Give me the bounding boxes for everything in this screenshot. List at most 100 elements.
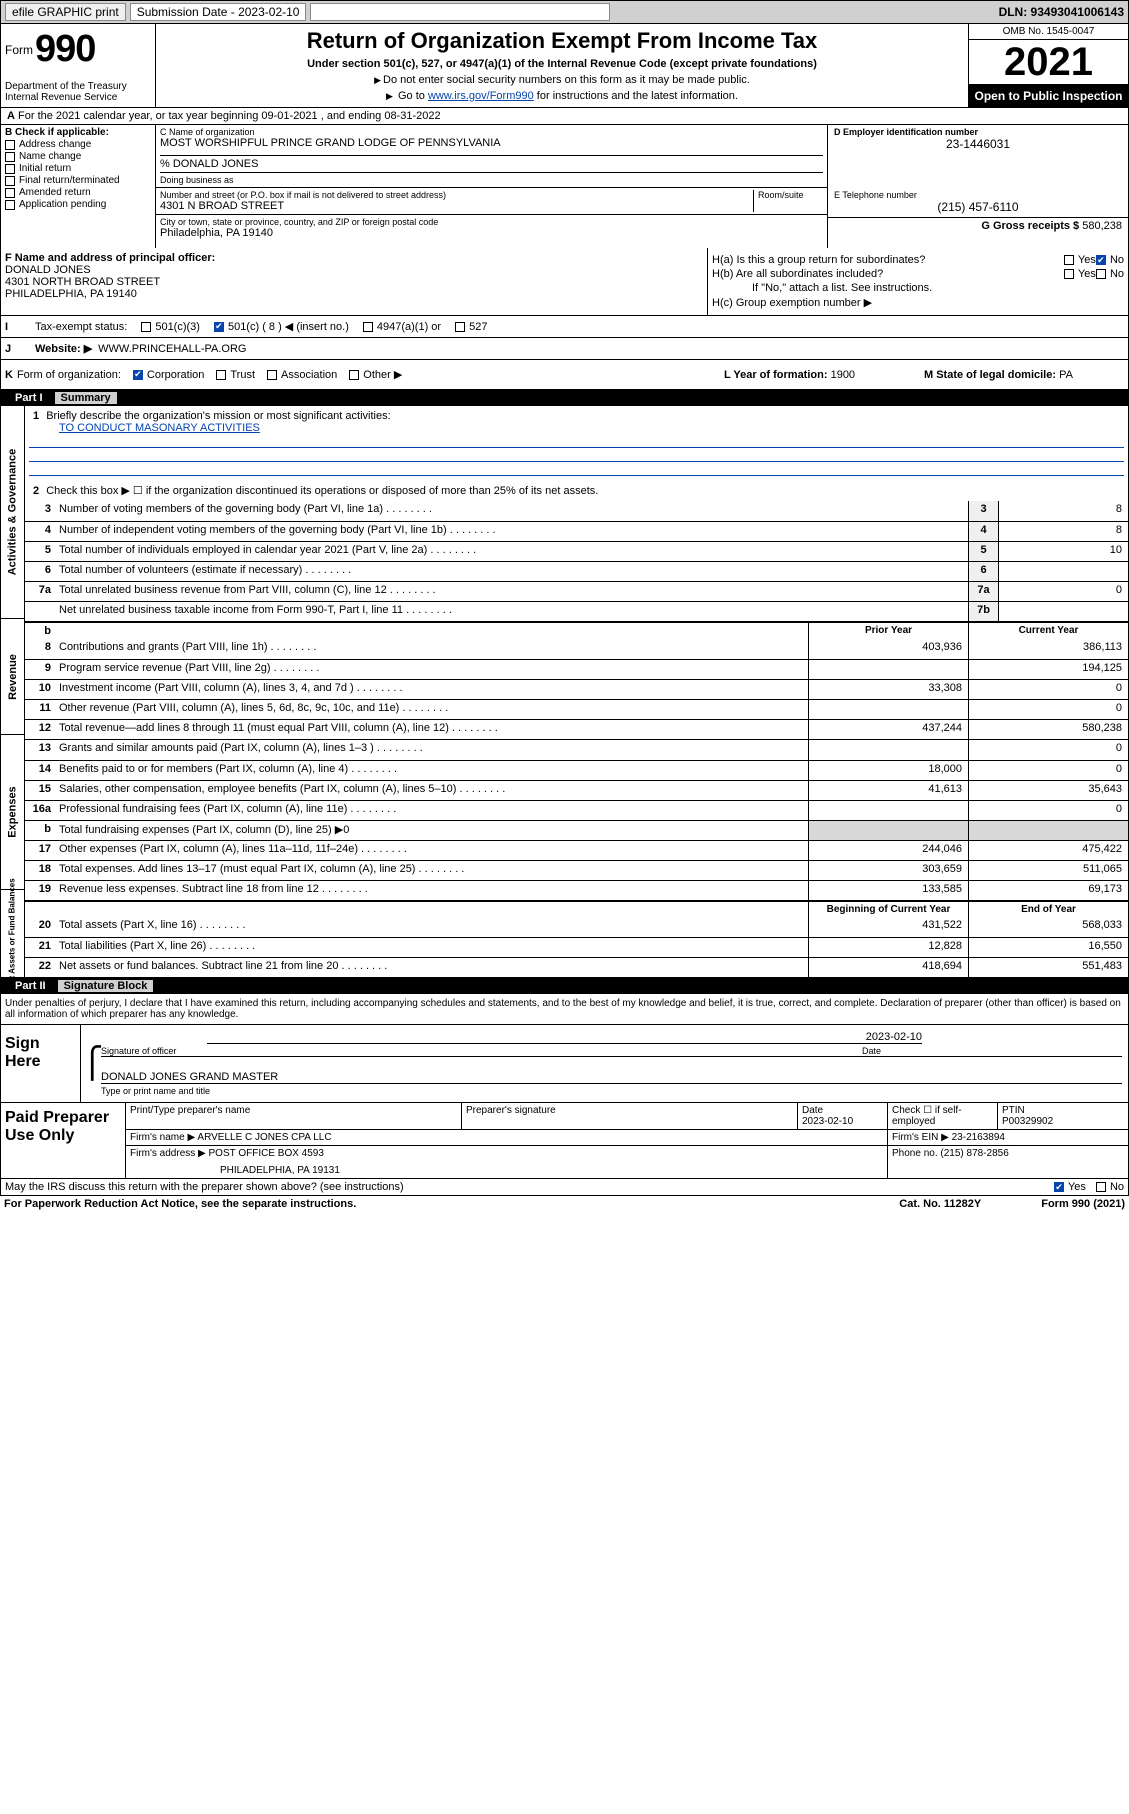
hb-no-checkbox[interactable] [1096, 269, 1106, 279]
col-b-header: B Check if applicable: [5, 127, 151, 138]
k-checkbox[interactable] [267, 370, 277, 380]
irs-link[interactable]: www.irs.gov/Form990 [428, 90, 534, 102]
room-label: Room/suite [758, 190, 823, 200]
k-opt-label: Corporation [147, 369, 204, 381]
ha-no-checkbox[interactable]: ✔ [1096, 255, 1106, 265]
gross-value: 580,238 [1082, 220, 1122, 232]
checkbox[interactable] [5, 188, 15, 198]
section-activities: 1 Briefly describe the organization's mi… [25, 406, 1128, 622]
opt-501c: 501(c) ( 8 ) ◀ (insert no.) [228, 320, 349, 333]
subtitle-1: Under section 501(c), 527, or 4947(a)(1)… [166, 58, 958, 70]
ha-yes-checkbox[interactable] [1064, 255, 1074, 265]
sign-date: 2023-02-10 [207, 1031, 922, 1044]
m-label: M State of legal domicile: [924, 369, 1056, 381]
officer-name: DONALD JONES [5, 264, 703, 276]
summary-row: 4Number of independent voting members of… [25, 521, 1128, 541]
form-title: Return of Organization Exempt From Incom… [166, 28, 958, 54]
summary-body: Activities & Governance Revenue Expenses… [0, 406, 1129, 978]
row-a-tax-year: A For the 2021 calendar year, or tax yea… [0, 108, 1129, 125]
summary-row: bTotal fundraising expenses (Part IX, co… [25, 820, 1128, 840]
efile-button[interactable]: efile GRAPHIC print [5, 3, 126, 21]
tel-value: (215) 457-6110 [834, 200, 1122, 214]
sig-date-label: Date [862, 1046, 1122, 1056]
4947-checkbox[interactable] [363, 322, 373, 332]
part1-title: Summary [55, 392, 117, 404]
hb-yes-label: Yes [1078, 268, 1096, 280]
brace-icon: ⎧ [81, 1025, 95, 1102]
hdr-current-year: Current Year [968, 623, 1128, 639]
care-of: % DONALD JONES [160, 155, 823, 170]
summary-row: 21Total liabilities (Part X, line 26)12,… [25, 937, 1128, 957]
header-title-block: Return of Organization Exempt From Incom… [156, 24, 968, 107]
checkbox[interactable] [5, 140, 15, 150]
firm-addr-label: Firm's address ▶ [130, 1148, 206, 1159]
checkbox-label: Amended return [19, 187, 91, 198]
j-key: J [5, 343, 35, 355]
row-k-form-org: K Form of organization: ✔CorporationTrus… [0, 360, 1129, 390]
hb-yes-checkbox[interactable] [1064, 269, 1074, 279]
checkbox[interactable] [5, 200, 15, 210]
501c-checkbox[interactable]: ✔ [214, 322, 224, 332]
checkbox[interactable] [5, 176, 15, 186]
discuss-no-checkbox[interactable] [1096, 1182, 1106, 1192]
sig-officer-label: Signature of officer [101, 1046, 862, 1056]
ha-yes-label: Yes [1078, 254, 1096, 266]
hb-label: H(b) Are all subordinates included? [712, 268, 1064, 280]
summary-row: 6Total number of volunteers (estimate if… [25, 561, 1128, 581]
h-group-return: H(a) Is this a group return for subordin… [708, 248, 1128, 315]
summary-row: 3Number of voting members of the governi… [25, 501, 1128, 521]
501c3-checkbox[interactable] [141, 322, 151, 332]
k-checkbox[interactable] [349, 370, 359, 380]
summary-row: 13Grants and similar amounts paid (Part … [25, 740, 1128, 760]
ein-value: 23-1446031 [834, 137, 1122, 151]
k-checkbox[interactable]: ✔ [133, 370, 143, 380]
prep-sig-label: Preparer's signature [466, 1105, 793, 1116]
summary-row: 14Benefits paid to or for members (Part … [25, 760, 1128, 780]
row-j-website: J Website: ▶ WWW.PRINCEHALL-PA.ORG [0, 338, 1129, 360]
prep-date-value: 2023-02-10 [802, 1116, 883, 1127]
self-employed-check: Check ☐ if self-employed [888, 1103, 998, 1129]
summary-row: 17Other expenses (Part IX, column (A), l… [25, 840, 1128, 860]
row-a-label: A [7, 110, 15, 122]
hc-label: H(c) Group exemption number ▶ [712, 296, 1124, 309]
checkbox[interactable] [5, 164, 15, 174]
sign-here-block: Sign Here ⎧ 2023-02-10 Signature of offi… [0, 1025, 1129, 1103]
hdr-end: End of Year [968, 902, 1128, 917]
firm-name-label: Firm's name ▶ [130, 1132, 195, 1143]
discuss-yes-checkbox[interactable]: ✔ [1054, 1182, 1064, 1192]
mission-text: TO CONDUCT MASONARY ACTIVITIES [59, 422, 1124, 434]
527-checkbox[interactable] [455, 322, 465, 332]
k-opt-label: Trust [230, 369, 255, 381]
prep-date-label: Date [802, 1105, 883, 1116]
k-opt-label: Other ▶ [363, 368, 402, 381]
q2-text: Check this box ▶ ☐ if the organization d… [46, 485, 598, 497]
header-right: OMB No. 1545-0047 2021 Open to Public In… [968, 24, 1128, 107]
paid-preparer-label: Paid Preparer Use Only [1, 1103, 126, 1178]
k-checkbox[interactable] [216, 370, 226, 380]
cat-no: Cat. No. 11282Y [899, 1198, 981, 1210]
col-c-org-info: C Name of organization MOST WORSHIPFUL P… [156, 125, 1128, 248]
website-value: WWW.PRINCEHALL-PA.ORG [98, 343, 246, 355]
dln-label: DLN: 93493041006143 [999, 5, 1124, 19]
part2-title: Signature Block [58, 980, 154, 992]
tab-revenue: Revenue [7, 654, 19, 700]
year-formation: 1900 [831, 369, 855, 381]
form-word: Form [5, 43, 33, 57]
col-b-checkboxes: B Check if applicable: Address changeNam… [1, 125, 156, 248]
subtitle-2: Do not enter social security numbers on … [166, 74, 958, 86]
org-name: MOST WORSHIPFUL PRINCE GRAND LODGE OF PE… [160, 137, 823, 149]
section-expenses: 13Grants and similar amounts paid (Part … [25, 740, 1128, 901]
summary-row: 10Investment income (Part VIII, column (… [25, 679, 1128, 699]
checkbox[interactable] [5, 152, 15, 162]
omb-number: OMB No. 1545-0047 [969, 24, 1128, 40]
dba-label: Doing business as [160, 172, 823, 185]
k-opt-label: Association [281, 369, 337, 381]
summary-row: 8Contributions and grants (Part VIII, li… [25, 639, 1128, 659]
gross-label: G Gross receipts $ [981, 220, 1079, 232]
summary-row: 18Total expenses. Add lines 13–17 (must … [25, 860, 1128, 880]
principal-officer: F Name and address of principal officer:… [1, 248, 708, 315]
k-key: K [5, 369, 13, 381]
prep-name-label: Print/Type preparer's name [130, 1105, 457, 1116]
firm-name-value: ARVELLE C JONES CPA LLC [197, 1132, 331, 1143]
perjury-statement: Under penalties of perjury, I declare th… [0, 994, 1129, 1025]
